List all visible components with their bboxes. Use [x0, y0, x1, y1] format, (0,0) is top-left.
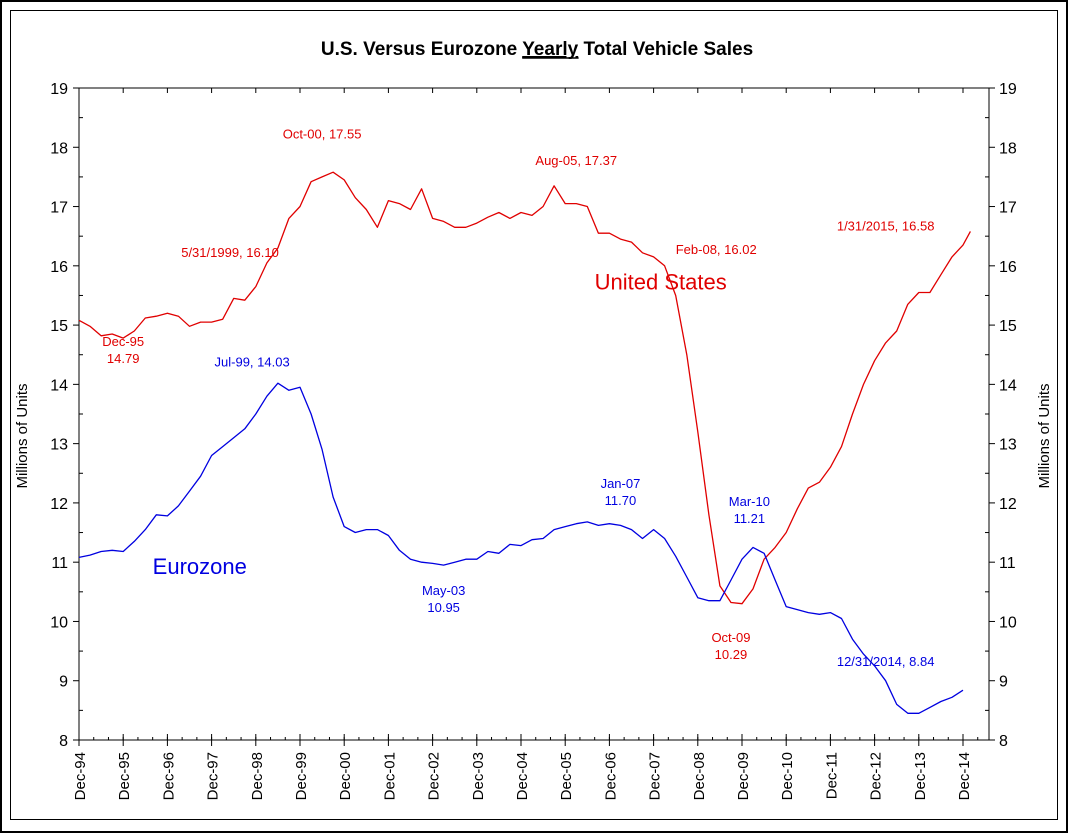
- annotation-label: Aug-05, 17.37: [535, 153, 617, 168]
- series-label: Eurozone: [153, 554, 247, 579]
- x-tick-label: Dec-97: [205, 752, 222, 800]
- annotation-line: May-03: [422, 583, 465, 598]
- x-tick-label: Dec-11: [823, 752, 840, 799]
- annotation-label: Jul-99, 14.03: [215, 355, 290, 370]
- y-tick-label-left: 17: [50, 200, 68, 217]
- x-tick-label: Dec-96: [160, 752, 177, 800]
- annotation-line: 10.95: [427, 600, 460, 615]
- annotation-line: 11.70: [605, 493, 637, 508]
- x-tick-label: Dec-05: [558, 752, 575, 800]
- x-tick-label: Dec-01: [381, 752, 398, 800]
- y-tick-label-left: 12: [50, 496, 68, 513]
- x-tick-label: Dec-12: [868, 752, 885, 800]
- title-part-3: Total Vehicle Sales: [578, 39, 753, 60]
- x-tick-label: Dec-10: [779, 752, 796, 800]
- annotation-line: Jul-99, 14.03: [215, 355, 290, 370]
- annotation-label: Oct-00, 17.55: [283, 126, 362, 141]
- annotation-line: 1/31/2015, 16.58: [837, 218, 935, 233]
- y-axis-title-right: Millions of Units: [1036, 383, 1053, 488]
- annotation-line: Oct-00, 17.55: [283, 126, 362, 141]
- series-label: United States: [595, 270, 727, 295]
- annotation-label: 1/31/2015, 16.58: [837, 218, 935, 233]
- y-tick-label-right: 11: [999, 555, 1016, 572]
- y-tick-label-right: 18: [999, 140, 1017, 157]
- title-part-emphasis: Yearly: [522, 39, 578, 60]
- x-tick-label: Dec-03: [470, 752, 487, 800]
- x-tick-label: Dec-94: [72, 752, 89, 800]
- y-tick-label-right: 8: [999, 733, 1008, 750]
- y-tick-label-left: 10: [50, 614, 68, 631]
- annotation-label: Oct-09 10.29: [711, 630, 750, 662]
- annotation-line: 10.29: [715, 647, 748, 662]
- x-tick-label: Dec-00: [337, 752, 354, 800]
- chart-frame: [10, 10, 1058, 820]
- y-tick-label-left: 9: [59, 674, 68, 691]
- y-tick-label-right: 17: [999, 200, 1017, 217]
- annotation-label: Jan-07 11.70: [601, 476, 641, 508]
- annotation-line: 14.79: [107, 351, 140, 366]
- x-tick-label: Dec-08: [691, 752, 708, 800]
- y-tick-label-right: 12: [999, 496, 1017, 513]
- y-tick-label-right: 16: [999, 259, 1017, 276]
- y-tick-label-right: 19: [999, 81, 1017, 98]
- title-part-1: U.S. Versus Eurozone: [321, 39, 522, 60]
- y-tick-label-left: 8: [59, 733, 68, 750]
- y-tick-label-right: 15: [999, 318, 1017, 335]
- x-tick-label: Dec-13: [912, 752, 929, 800]
- x-tick-label: Dec-07: [647, 752, 664, 800]
- annotation-line: Jan-07: [601, 476, 641, 491]
- y-tick-label-left: 15: [50, 318, 68, 335]
- annotation-line: Oct-09: [711, 630, 750, 645]
- annotation-label: Feb-08, 16.02: [676, 242, 757, 257]
- annotation-line: Aug-05, 17.37: [535, 153, 617, 168]
- annotation-line: Dec-95: [102, 334, 144, 349]
- x-tick-label: Dec-95: [116, 752, 133, 800]
- x-tick-label: Dec-04: [514, 752, 531, 800]
- y-tick-label-left: 13: [50, 437, 68, 454]
- x-tick-label: Dec-14: [956, 752, 973, 800]
- y-tick-label-right: 14: [999, 377, 1017, 394]
- annotation-label: 12/31/2014, 8.84: [837, 654, 935, 669]
- x-tick-label: Dec-99: [293, 752, 310, 800]
- annotation-line: 5/31/1999, 16.10: [181, 245, 279, 260]
- annotation-label: 5/31/1999, 16.10: [181, 245, 279, 260]
- annotation-line: Mar-10: [729, 494, 770, 509]
- annotation-label: May-03 10.95: [422, 583, 465, 615]
- series-line-united-states: [78, 171, 971, 605]
- y-tick-label-right: 10: [999, 614, 1017, 631]
- annotation-line: 12/31/2014, 8.84: [837, 654, 935, 669]
- y-tick-label-right: 9: [999, 674, 1008, 691]
- chart-title: U.S. Versus Eurozone Yearly Total Vehicl…: [321, 39, 753, 60]
- x-tick-label: Dec-06: [602, 752, 619, 800]
- y-tick-label-left: 16: [50, 259, 68, 276]
- series-line-eurozone: [78, 382, 964, 714]
- y-tick-label-left: 19: [50, 81, 68, 98]
- y-tick-label-right: 13: [999, 437, 1017, 454]
- x-tick-label: Dec-09: [735, 752, 752, 800]
- y-tick-label-left: 11: [51, 555, 68, 572]
- x-tick-label: Dec-98: [249, 752, 266, 800]
- x-tick-label: Dec-02: [426, 752, 443, 800]
- y-tick-label-left: 14: [50, 377, 68, 394]
- labels-layer: United States Eurozone Oct-00, 17.55 5/31/1…: [102, 126, 934, 669]
- y-tick-label-left: 18: [50, 140, 68, 157]
- annotation-line: Feb-08, 16.02: [676, 242, 757, 257]
- annotation-label: Mar-10 11.21: [729, 494, 770, 526]
- annotation-label: Dec-95 14.79: [102, 334, 144, 366]
- series-layer: [78, 171, 971, 714]
- axes: 8 8 9 9 10 10 11 11 12 12 13 13 14 14 15 15 16 16 17 17 18 18…: [50, 81, 1017, 800]
- annotation-line: 11.21: [734, 511, 766, 526]
- y-axis-title-left: Millions of Units: [14, 383, 31, 488]
